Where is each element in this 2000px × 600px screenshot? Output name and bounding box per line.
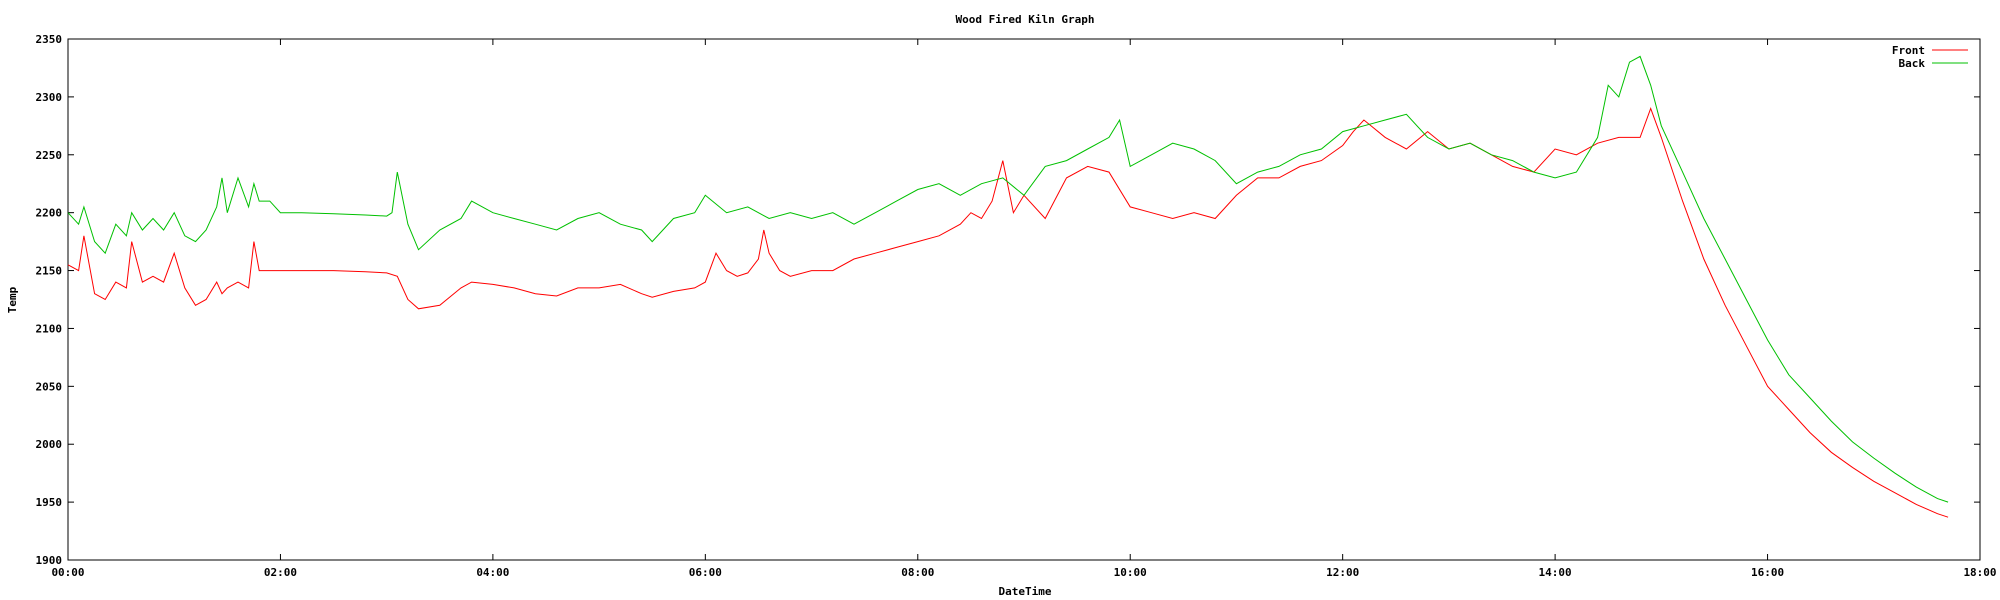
- legend-label-front: Front: [1892, 44, 1925, 57]
- x-tick-label: 14:00: [1539, 566, 1572, 579]
- series-line-back: [67, 55, 1949, 503]
- y-tick-label: 2050: [36, 380, 63, 393]
- chart-title: Wood Fired Kiln Graph: [955, 13, 1094, 26]
- x-tick-label: 12:00: [1326, 566, 1359, 579]
- series-line-front: [67, 107, 1949, 518]
- x-tick-label: 16:00: [1751, 566, 1784, 579]
- x-tick-label: 06:00: [689, 566, 722, 579]
- x-tick-label: 08:00: [901, 566, 934, 579]
- y-tick-label: 2150: [36, 265, 63, 278]
- y-axis: 1900 1950 2000 2050 2100 2150 2200 2250 2300 2350: [36, 33, 1980, 567]
- x-tick-label: 10:00: [1114, 566, 1147, 579]
- y-tick-label: 2300: [36, 91, 63, 104]
- series-lines: [67, 55, 1949, 518]
- x-tick-label: 18:00: [1963, 566, 1996, 579]
- x-axis-label: DateTime: [999, 585, 1052, 598]
- y-tick-label: 2350: [36, 33, 63, 46]
- x-tick-label: 04:00: [476, 566, 509, 579]
- y-tick-label: 2100: [36, 322, 63, 335]
- x-tick-label: 02:00: [264, 566, 297, 579]
- legend-label-back: Back: [1899, 57, 1926, 70]
- plot-frame: [67, 38, 1981, 561]
- x-tick-label: 00:00: [51, 566, 84, 579]
- x-axis: 00:00 02:00 04:00 06:00 08:00 10:00 12:00 14:00…: [51, 39, 1997, 579]
- y-tick-label: 1950: [36, 496, 63, 509]
- y-tick-label: 1900: [36, 554, 63, 567]
- y-tick-label: 2000: [36, 438, 63, 451]
- y-axis-label: Temp: [6, 286, 19, 313]
- y-tick-label: 2200: [36, 207, 63, 220]
- y-tick-label: 2250: [36, 149, 63, 162]
